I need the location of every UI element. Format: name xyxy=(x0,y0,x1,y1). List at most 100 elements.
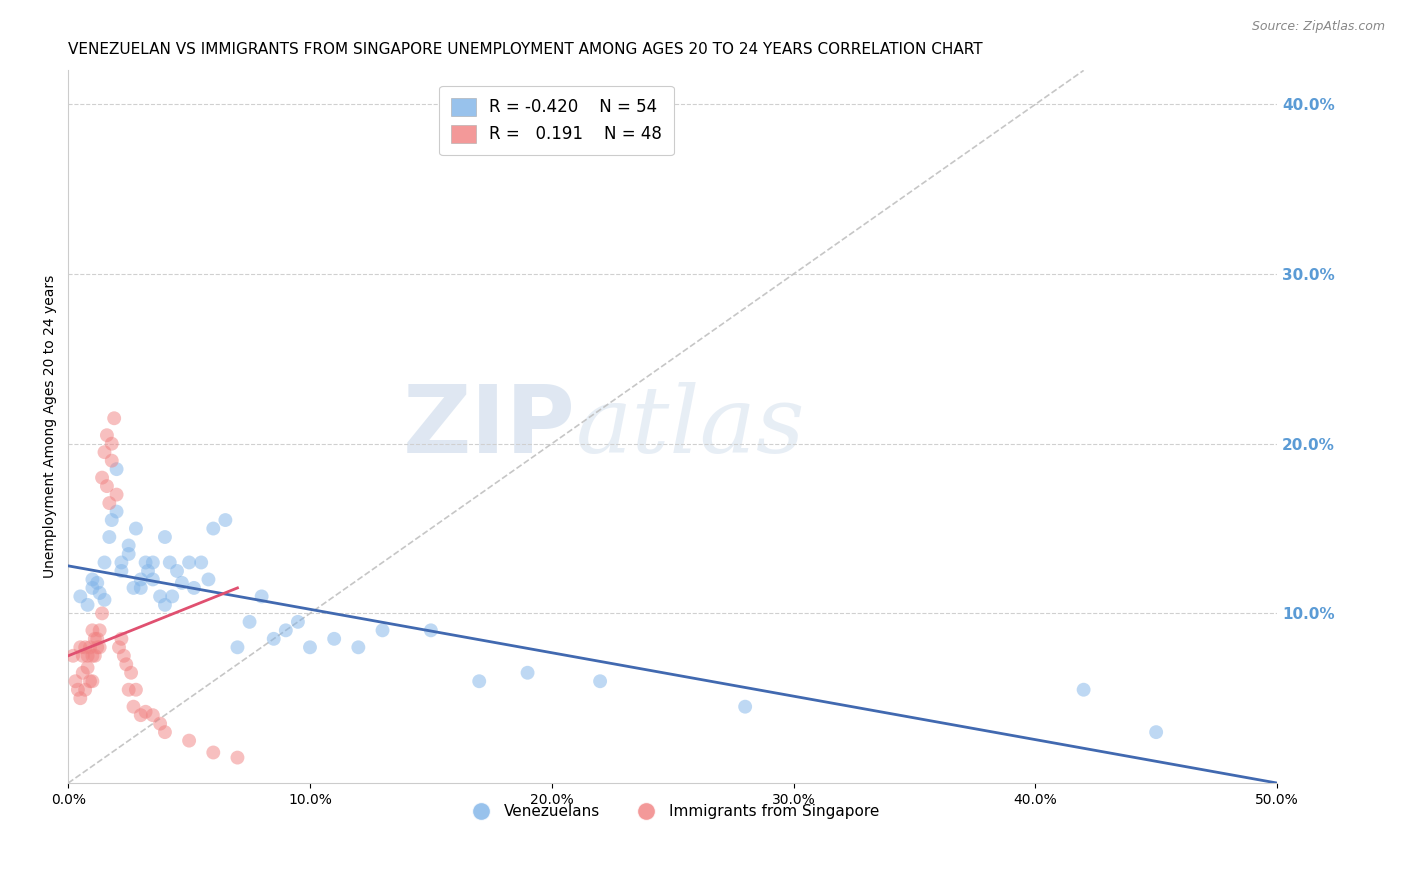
Point xyxy=(214,513,236,527)
Point xyxy=(86,640,108,655)
Y-axis label: Unemployment Among Ages 20 to 24 years: Unemployment Among Ages 20 to 24 years xyxy=(44,275,58,578)
Point xyxy=(347,640,370,655)
Point xyxy=(129,573,152,587)
Point xyxy=(149,716,172,731)
Point xyxy=(136,564,159,578)
Point xyxy=(82,581,104,595)
Point xyxy=(263,632,285,646)
Point xyxy=(98,496,121,510)
Point xyxy=(179,556,201,570)
Point xyxy=(734,699,756,714)
Point xyxy=(93,445,115,459)
Point xyxy=(82,573,104,587)
Point xyxy=(202,522,225,536)
Point xyxy=(105,462,128,476)
Point xyxy=(86,632,108,646)
Point xyxy=(160,590,183,604)
Point xyxy=(238,615,260,629)
Point xyxy=(468,674,491,689)
Point xyxy=(79,674,101,689)
Point xyxy=(226,640,249,655)
Point xyxy=(129,581,152,595)
Point xyxy=(108,640,131,655)
Point xyxy=(75,640,97,655)
Point xyxy=(1073,682,1095,697)
Text: Source: ZipAtlas.com: Source: ZipAtlas.com xyxy=(1251,20,1385,33)
Point xyxy=(166,564,188,578)
Point xyxy=(159,556,181,570)
Point xyxy=(82,648,104,663)
Point xyxy=(122,699,145,714)
Point xyxy=(82,674,104,689)
Point xyxy=(153,725,176,739)
Point xyxy=(91,470,114,484)
Point xyxy=(89,640,111,655)
Point xyxy=(76,648,98,663)
Point xyxy=(202,746,225,760)
Point xyxy=(75,682,97,697)
Point xyxy=(72,665,94,680)
Point xyxy=(112,648,135,663)
Point xyxy=(298,640,321,655)
Point xyxy=(179,733,201,747)
Point xyxy=(142,573,165,587)
Text: ZIP: ZIP xyxy=(404,381,576,473)
Point xyxy=(125,522,148,536)
Point xyxy=(274,624,297,638)
Point xyxy=(76,598,98,612)
Point xyxy=(122,581,145,595)
Point xyxy=(105,505,128,519)
Point xyxy=(516,665,538,680)
Point xyxy=(142,708,165,723)
Point xyxy=(76,661,98,675)
Point xyxy=(135,705,157,719)
Point xyxy=(79,640,101,655)
Legend: Venezuelans, Immigrants from Singapore: Venezuelans, Immigrants from Singapore xyxy=(460,798,886,825)
Point xyxy=(129,708,152,723)
Point xyxy=(120,665,142,680)
Point xyxy=(371,624,394,638)
Point xyxy=(65,674,87,689)
Point xyxy=(105,487,128,501)
Point xyxy=(142,556,165,570)
Point xyxy=(103,411,125,425)
Point xyxy=(83,632,105,646)
Point xyxy=(66,682,89,697)
Point xyxy=(183,581,205,595)
Point xyxy=(89,624,111,638)
Point xyxy=(250,590,273,604)
Point xyxy=(149,590,172,604)
Point xyxy=(110,556,132,570)
Point xyxy=(190,556,212,570)
Point xyxy=(110,564,132,578)
Point xyxy=(419,624,441,638)
Point xyxy=(69,691,91,706)
Point xyxy=(153,530,176,544)
Point xyxy=(125,682,148,697)
Point xyxy=(589,674,612,689)
Point xyxy=(170,575,193,590)
Point xyxy=(115,657,138,672)
Point xyxy=(96,428,118,442)
Point xyxy=(86,575,108,590)
Point xyxy=(69,640,91,655)
Point xyxy=(100,453,122,467)
Point xyxy=(110,632,132,646)
Point xyxy=(118,539,141,553)
Point xyxy=(62,648,84,663)
Point xyxy=(1144,725,1167,739)
Text: atlas: atlas xyxy=(576,382,806,472)
Point xyxy=(197,573,219,587)
Point xyxy=(93,556,115,570)
Point xyxy=(323,632,346,646)
Point xyxy=(100,436,122,450)
Point xyxy=(153,598,176,612)
Point xyxy=(135,556,157,570)
Point xyxy=(118,682,141,697)
Point xyxy=(69,590,91,604)
Text: VENEZUELAN VS IMMIGRANTS FROM SINGAPORE UNEMPLOYMENT AMONG AGES 20 TO 24 YEARS C: VENEZUELAN VS IMMIGRANTS FROM SINGAPORE … xyxy=(69,42,983,57)
Point xyxy=(98,530,121,544)
Point xyxy=(100,513,122,527)
Point xyxy=(83,648,105,663)
Point xyxy=(93,592,115,607)
